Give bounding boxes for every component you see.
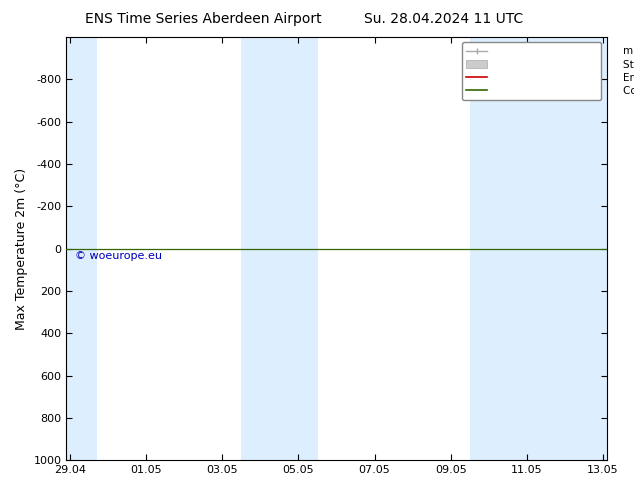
Bar (242, 37, 318, 460)
Text: © woeurope.eu: © woeurope.eu (75, 251, 162, 261)
Text: Su. 28.04.2024 11 UTC: Su. 28.04.2024 11 UTC (364, 12, 524, 26)
Bar (67, 37, 97, 460)
Text: ENS Time Series Aberdeen Airport: ENS Time Series Aberdeen Airport (84, 12, 321, 26)
Bar (470, 37, 607, 460)
Legend: min/max, Standard deviation, Ensemble mean run, Controll run: min/max, Standard deviation, Ensemble me… (462, 42, 602, 100)
Y-axis label: Max Temperature 2m (°C): Max Temperature 2m (°C) (15, 168, 28, 330)
